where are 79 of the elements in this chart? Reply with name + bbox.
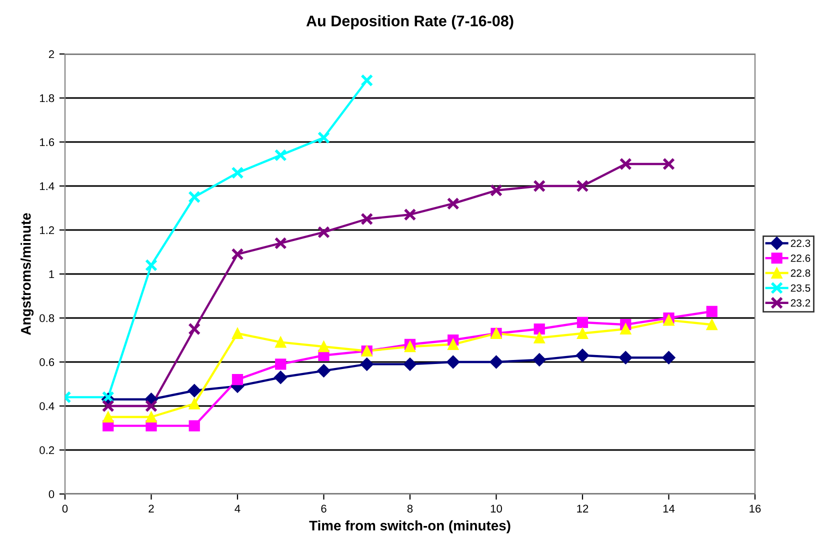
point <box>403 358 417 371</box>
point <box>146 411 157 423</box>
point <box>706 319 718 330</box>
point <box>188 420 200 432</box>
point <box>619 158 632 170</box>
point <box>620 323 632 335</box>
point <box>188 322 201 336</box>
point <box>446 355 460 369</box>
x-tick-label: 2 <box>148 504 154 512</box>
point <box>102 400 114 412</box>
point <box>532 353 546 366</box>
point <box>448 338 459 350</box>
point <box>102 411 114 423</box>
point <box>533 180 546 192</box>
x-tick-label: 16 <box>750 504 761 513</box>
point <box>274 236 287 250</box>
point <box>360 74 374 87</box>
point <box>188 190 201 204</box>
x-axis-title: Time from switch-on (minutes) <box>309 520 510 534</box>
y-tick-label: 0.6 <box>40 358 54 366</box>
point <box>404 208 416 221</box>
y-tick-label: 1.6 <box>40 138 54 146</box>
chart-title: Au Deposition Rate (7-16-08) <box>306 15 514 30</box>
y-tick-label: 1.4 <box>40 182 54 190</box>
x-tick-label: 6 <box>321 504 326 513</box>
point <box>662 351 676 364</box>
point <box>145 258 158 272</box>
point <box>318 341 330 352</box>
y-tick-label: 0.2 <box>40 446 54 454</box>
y-tick-label: 0 <box>48 490 54 498</box>
point <box>102 390 114 404</box>
y-tick-label: 0.4 <box>40 402 54 410</box>
legend-label: 22.6 <box>790 254 810 262</box>
point <box>360 212 374 226</box>
point <box>360 358 374 371</box>
legend-label: 23.5 <box>790 284 810 292</box>
y-axis-title: Angstroms/minute <box>20 213 34 335</box>
x-tick-label: 4 <box>234 504 240 512</box>
point <box>275 358 286 370</box>
point <box>274 148 287 162</box>
point <box>663 314 674 326</box>
point <box>446 197 460 210</box>
x-tick-label: 14 <box>663 504 675 512</box>
point <box>619 351 632 364</box>
point <box>576 348 590 362</box>
point <box>576 316 588 328</box>
point <box>534 323 545 335</box>
point <box>232 374 244 386</box>
y-tick-label: 0.8 <box>40 314 54 322</box>
point <box>231 248 244 260</box>
point <box>188 384 201 398</box>
point <box>534 332 545 344</box>
y-tick-label: 1 <box>49 270 54 278</box>
point <box>231 166 244 180</box>
point <box>404 341 416 352</box>
x-tick-label: 10 <box>490 504 502 513</box>
x-tick-label: 8 <box>407 504 413 513</box>
legend-label: 23.2 <box>790 299 810 307</box>
y-tick-label: 1.2 <box>40 226 54 234</box>
point <box>317 364 330 378</box>
point <box>145 400 158 412</box>
point <box>490 355 503 369</box>
y-tick-label: 2 <box>48 50 54 58</box>
point <box>576 328 588 339</box>
point <box>318 131 330 144</box>
y-tick-label: 1.8 <box>40 94 54 102</box>
point <box>490 184 502 197</box>
point <box>576 180 589 192</box>
point <box>275 336 286 348</box>
point <box>662 158 675 170</box>
point <box>188 398 200 410</box>
legend-label: 22.3 <box>790 240 810 247</box>
x-tick-label: 12 <box>577 504 588 512</box>
point <box>232 328 244 339</box>
point <box>706 306 718 317</box>
x-tick-label: 0 <box>62 504 68 513</box>
point <box>274 370 288 384</box>
legend-label: 22.8 <box>790 269 810 277</box>
point <box>318 226 330 238</box>
